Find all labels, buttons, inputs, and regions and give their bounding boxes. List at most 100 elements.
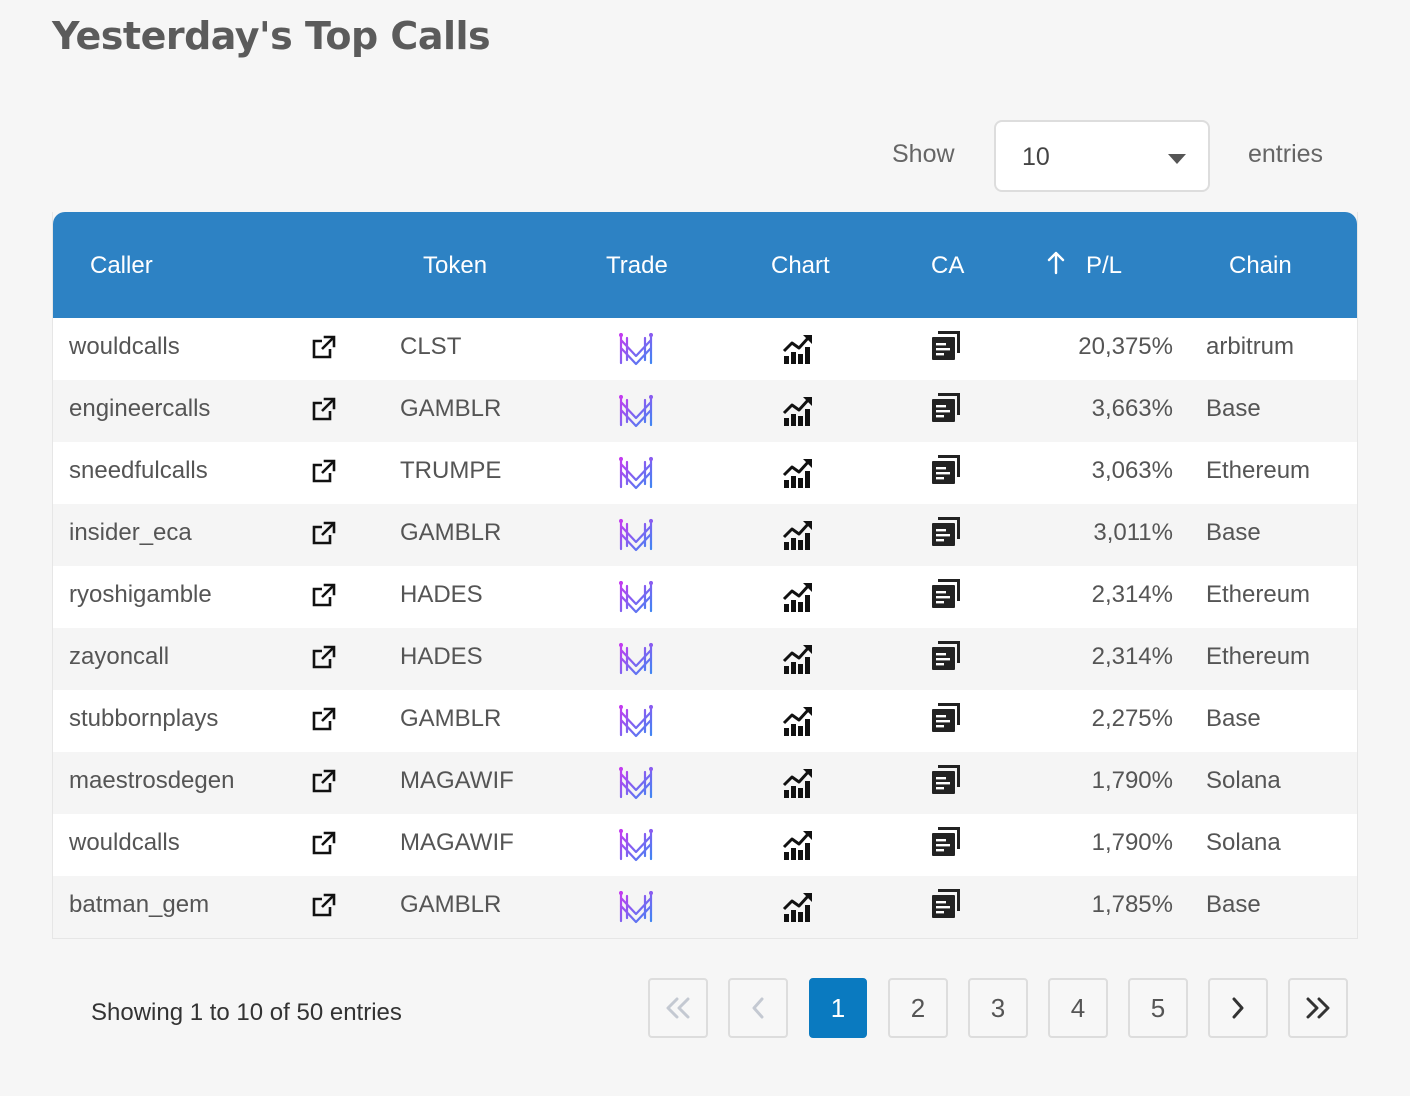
- token-name: GAMBLR: [400, 705, 502, 732]
- page-button-1[interactable]: 1: [809, 978, 867, 1038]
- token-name: MAGAWIF: [400, 829, 514, 856]
- token-name: GAMBLR: [400, 891, 502, 918]
- external-link-icon[interactable]: [311, 334, 337, 367]
- copy-icon[interactable]: [929, 886, 963, 927]
- caller-name[interactable]: insider_eca: [69, 519, 192, 546]
- chart-bars-icon[interactable]: [782, 889, 816, 930]
- chart-bars-icon[interactable]: [782, 331, 816, 372]
- page-button-2[interactable]: 2: [888, 978, 948, 1038]
- copy-icon[interactable]: [929, 390, 963, 431]
- page-button-4[interactable]: 4: [1048, 978, 1108, 1038]
- table-row: engineercalls GAMBLR 3,663% Base: [53, 380, 1357, 442]
- table-row: ryoshigamble HADES 2,314% Ethereum: [53, 566, 1357, 628]
- caller-name[interactable]: batman_gem: [69, 891, 210, 918]
- pl-value: 2,314%: [1091, 581, 1173, 608]
- chart-bars-icon[interactable]: [782, 827, 816, 868]
- external-link-icon[interactable]: [311, 892, 337, 925]
- caller-name[interactable]: zayoncall: [69, 643, 170, 670]
- caller-name[interactable]: stubbornplays: [69, 705, 219, 732]
- trade-logo-icon[interactable]: [616, 578, 656, 623]
- external-link-icon[interactable]: [311, 458, 337, 491]
- chain-name: Ethereum: [1206, 457, 1311, 484]
- external-link-icon[interactable]: [311, 520, 337, 553]
- caller-name[interactable]: wouldcalls: [69, 333, 180, 360]
- copy-icon[interactable]: [929, 514, 963, 555]
- pl-value: 2,275%: [1091, 705, 1173, 732]
- pl-value: 2,314%: [1091, 643, 1173, 670]
- copy-icon[interactable]: [929, 638, 963, 679]
- header-ca[interactable]: CA: [931, 252, 965, 279]
- chart-bars-icon[interactable]: [782, 765, 816, 806]
- caller-name[interactable]: sneedfulcalls: [69, 457, 208, 484]
- entries-select[interactable]: 10: [994, 120, 1210, 192]
- external-link-icon[interactable]: [311, 644, 337, 677]
- token-name: HADES: [400, 581, 483, 608]
- header-pl[interactable]: P/L: [1086, 252, 1123, 279]
- table-row: maestrosdegen MAGAWIF 1,790% Solana: [53, 752, 1357, 814]
- chain-name: Solana: [1206, 829, 1281, 856]
- token-name: GAMBLR: [400, 395, 502, 422]
- trade-logo-icon[interactable]: [616, 454, 656, 499]
- chain-name: Base: [1206, 705, 1261, 732]
- page-button-3[interactable]: 3: [968, 978, 1028, 1038]
- copy-icon[interactable]: [929, 762, 963, 803]
- last-page-button[interactable]: [1288, 978, 1348, 1038]
- calls-table: Caller Token Trade Chart CA P/L Chain wo…: [52, 212, 1358, 939]
- table-row: sneedfulcalls TRUMPE 3,063% Ethereum: [53, 442, 1357, 504]
- external-link-icon[interactable]: [311, 396, 337, 429]
- chart-bars-icon[interactable]: [782, 579, 816, 620]
- caller-name[interactable]: ryoshigamble: [69, 581, 212, 608]
- external-link-icon[interactable]: [311, 830, 337, 863]
- pl-value: 1,785%: [1091, 891, 1173, 918]
- caller-name[interactable]: maestrosdegen: [69, 767, 235, 794]
- external-link-icon[interactable]: [311, 706, 337, 739]
- pl-value: 1,790%: [1091, 767, 1173, 794]
- trade-logo-icon[interactable]: [616, 330, 656, 375]
- chart-bars-icon[interactable]: [782, 517, 816, 558]
- copy-icon[interactable]: [929, 824, 963, 865]
- chart-bars-icon[interactable]: [782, 641, 816, 682]
- table-row: wouldcalls CLST 20,375% arbitrum: [53, 318, 1357, 380]
- trade-logo-icon[interactable]: [616, 826, 656, 871]
- header-chart[interactable]: Chart: [771, 252, 830, 279]
- first-page-button[interactable]: [648, 978, 708, 1038]
- copy-icon[interactable]: [929, 328, 963, 369]
- header-caller[interactable]: Caller: [90, 252, 153, 279]
- length-control: Show 10 entries: [0, 120, 1410, 192]
- show-label: Show: [892, 140, 955, 168]
- table-row: batman_gem GAMBLR 1,785% Base: [53, 876, 1357, 938]
- trade-logo-icon[interactable]: [616, 764, 656, 809]
- pl-value: 3,063%: [1091, 457, 1173, 484]
- header-trade[interactable]: Trade: [606, 252, 668, 279]
- next-page-button[interactable]: [1208, 978, 1268, 1038]
- token-name: GAMBLR: [400, 519, 502, 546]
- header-chain[interactable]: Chain: [1229, 252, 1292, 279]
- trade-logo-icon[interactable]: [616, 640, 656, 685]
- table-row: stubbornplays GAMBLR 2,275% Base: [53, 690, 1357, 752]
- copy-icon[interactable]: [929, 700, 963, 741]
- header-token[interactable]: Token: [423, 252, 488, 279]
- previous-page-button[interactable]: [728, 978, 788, 1038]
- chart-bars-icon[interactable]: [782, 703, 816, 744]
- external-link-icon[interactable]: [311, 768, 337, 801]
- trade-logo-icon[interactable]: [616, 888, 656, 933]
- copy-icon[interactable]: [929, 452, 963, 493]
- external-link-icon[interactable]: [311, 582, 337, 615]
- token-name: HADES: [400, 643, 483, 670]
- chain-name: Ethereum: [1206, 581, 1311, 608]
- pl-value: 3,663%: [1091, 395, 1173, 422]
- chain-name: arbitrum: [1206, 333, 1295, 360]
- chart-bars-icon[interactable]: [782, 393, 816, 434]
- caller-name[interactable]: wouldcalls: [69, 829, 180, 856]
- caller-name[interactable]: engineercalls: [69, 395, 211, 422]
- caret-down-icon: [1168, 154, 1186, 164]
- trade-logo-icon[interactable]: [616, 392, 656, 437]
- chain-name: Base: [1206, 395, 1261, 422]
- copy-icon[interactable]: [929, 576, 963, 617]
- trade-logo-icon[interactable]: [616, 516, 656, 561]
- page-button-5[interactable]: 5: [1128, 978, 1188, 1038]
- chain-name: Base: [1206, 891, 1261, 918]
- trade-logo-icon[interactable]: [616, 702, 656, 747]
- table-header: Caller Token Trade Chart CA P/L Chain: [53, 212, 1357, 318]
- chart-bars-icon[interactable]: [782, 455, 816, 496]
